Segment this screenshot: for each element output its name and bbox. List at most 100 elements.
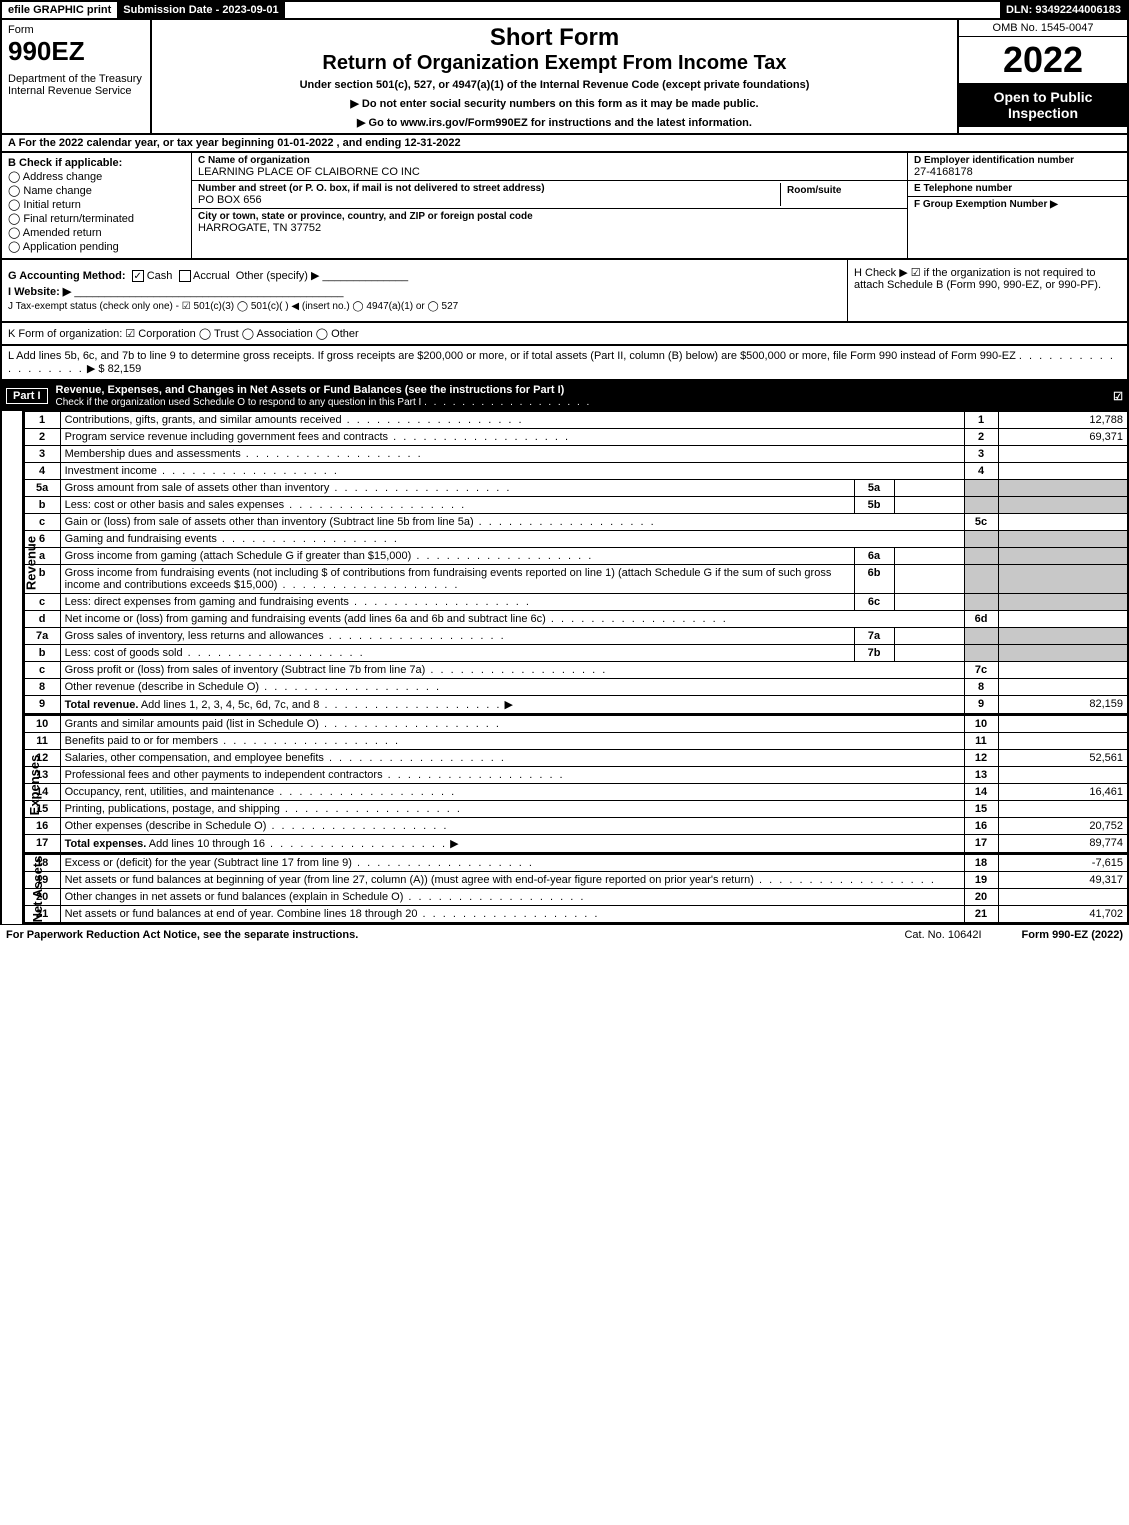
footer: For Paperwork Reduction Act Notice, see … bbox=[0, 924, 1129, 945]
line-number: 4 bbox=[24, 463, 60, 480]
line-desc: Excess or (deficit) for the year (Subtra… bbox=[60, 855, 964, 872]
part-i-check[interactable]: ☑ bbox=[1113, 390, 1123, 403]
line-number: 7a bbox=[24, 628, 60, 645]
section-bcdef: B Check if applicable: Address change Na… bbox=[0, 153, 1129, 260]
line-k: K Form of organization: ☑ Corporation ◯ … bbox=[0, 323, 1129, 346]
line-desc: Other changes in net assets or fund bala… bbox=[60, 889, 964, 906]
line-l: L Add lines 5b, 6c, and 7b to line 9 to … bbox=[0, 346, 1129, 381]
c-name-value: LEARNING PLACE OF CLAIBORNE CO INC bbox=[198, 166, 901, 178]
line-number: 16 bbox=[24, 818, 60, 835]
side-revenue: Revenue bbox=[2, 411, 24, 715]
table-row: 16Other expenses (describe in Schedule O… bbox=[24, 818, 1128, 835]
line-amount bbox=[998, 497, 1128, 514]
table-row: 15Printing, publications, postage, and s… bbox=[24, 801, 1128, 818]
line-amount: 69,371 bbox=[998, 429, 1128, 446]
part-i-num: Part I bbox=[6, 388, 48, 404]
line-number: c bbox=[24, 662, 60, 679]
table-row: 1Contributions, gifts, grants, and simil… bbox=[24, 412, 1128, 429]
c-room-label: Room/suite bbox=[787, 185, 895, 196]
col-c-org: C Name of organization LEARNING PLACE OF… bbox=[192, 153, 907, 258]
line-desc: Printing, publications, postage, and shi… bbox=[60, 801, 964, 818]
table-row: cLess: direct expenses from gaming and f… bbox=[24, 594, 1128, 611]
line-number: d bbox=[24, 611, 60, 628]
cb-address-change[interactable]: Address change bbox=[8, 170, 185, 183]
bullet-goto-text[interactable]: ▶ Go to www.irs.gov/Form990EZ for instru… bbox=[357, 117, 752, 129]
table-row: bLess: cost or other basis and sales exp… bbox=[24, 497, 1128, 514]
line-number: 11 bbox=[24, 733, 60, 750]
part-i-header: Part I Revenue, Expenses, and Changes in… bbox=[0, 381, 1129, 411]
line-amount: 52,561 bbox=[998, 750, 1128, 767]
line-amount bbox=[998, 548, 1128, 565]
tax-year: 2022 bbox=[959, 37, 1127, 83]
line-j: J Tax-exempt status (check only one) - ☑… bbox=[8, 301, 841, 312]
header-left: Form 990EZ Department of the Treasury In… bbox=[2, 20, 152, 133]
table-row: 7aGross sales of inventory, less returns… bbox=[24, 628, 1128, 645]
i-label: I Website: ▶ bbox=[8, 286, 71, 298]
line-desc: Gross income from gaming (attach Schedul… bbox=[60, 548, 854, 565]
line-desc: Gaming and fundraising events bbox=[60, 531, 964, 548]
line-number: 10 bbox=[24, 716, 60, 733]
line-amount bbox=[998, 889, 1128, 906]
table-row: 20Other changes in net assets or fund ba… bbox=[24, 889, 1128, 906]
line-desc: Total expenses. Add lines 10 through 16 … bbox=[60, 835, 964, 854]
line-amount bbox=[998, 565, 1128, 594]
cb-final-return[interactable]: Final return/terminated bbox=[8, 212, 185, 225]
table-row: bGross income from fundraising events (n… bbox=[24, 565, 1128, 594]
mid-label: 5b bbox=[854, 497, 894, 514]
line-amount bbox=[998, 480, 1128, 497]
right-line-number: 12 bbox=[964, 750, 998, 767]
part-i-sub: Check if the organization used Schedule … bbox=[56, 397, 592, 408]
line-desc: Gross profit or (loss) from sales of inv… bbox=[60, 662, 964, 679]
line-number: 9 bbox=[24, 696, 60, 715]
g-accrual: Accrual bbox=[193, 270, 230, 282]
line-desc: Other expenses (describe in Schedule O) bbox=[60, 818, 964, 835]
c-name-label: C Name of organization bbox=[198, 155, 901, 166]
mid-amount bbox=[894, 628, 964, 645]
line-number: 17 bbox=[24, 835, 60, 854]
table-row: bLess: cost of goods sold7b bbox=[24, 645, 1128, 662]
efile-label[interactable]: efile GRAPHIC print bbox=[2, 2, 117, 18]
line-number: 1 bbox=[24, 412, 60, 429]
table-row: cGross profit or (loss) from sales of in… bbox=[24, 662, 1128, 679]
right-line-number: 19 bbox=[964, 872, 998, 889]
line-amount bbox=[998, 801, 1128, 818]
table-row: 9Total revenue. Add lines 1, 2, 3, 4, 5c… bbox=[24, 696, 1128, 715]
header-right: OMB No. 1545-0047 2022 Open to Public In… bbox=[957, 20, 1127, 133]
dept: Department of the Treasury Internal Reve… bbox=[8, 73, 144, 97]
line-amount: 41,702 bbox=[998, 906, 1128, 924]
table-row: 2Program service revenue including gover… bbox=[24, 429, 1128, 446]
right-line-number: 14 bbox=[964, 784, 998, 801]
netassets-section: Net Assets 18Excess or (deficit) for the… bbox=[0, 854, 1129, 924]
cb-amended-return[interactable]: Amended return bbox=[8, 226, 185, 239]
line-desc: Gross amount from sale of assets other t… bbox=[60, 480, 854, 497]
expenses-section: Expenses 10Grants and similar amounts pa… bbox=[0, 715, 1129, 854]
part-i-sub-dots bbox=[424, 397, 591, 408]
right-line-number: 17 bbox=[964, 835, 998, 854]
side-expenses-text: Expenses bbox=[27, 754, 42, 815]
l-arrow: ▶ $ bbox=[87, 363, 105, 375]
part-i-title-text: Revenue, Expenses, and Changes in Net As… bbox=[56, 384, 565, 396]
cb-application-pending[interactable]: Application pending bbox=[8, 240, 185, 253]
table-row: 10Grants and similar amounts paid (list … bbox=[24, 716, 1128, 733]
line-amount bbox=[998, 733, 1128, 750]
line-amount: 89,774 bbox=[998, 835, 1128, 854]
g-accrual-check[interactable] bbox=[179, 270, 191, 282]
right-line-number: 9 bbox=[964, 696, 998, 715]
cb-initial-return[interactable]: Initial return bbox=[8, 198, 185, 211]
cb-name-change[interactable]: Name change bbox=[8, 184, 185, 197]
mid-label: 7b bbox=[854, 645, 894, 662]
line-amount bbox=[998, 662, 1128, 679]
g-cash-check[interactable]: ✓ bbox=[132, 270, 144, 282]
bullet-goto: ▶ Go to www.irs.gov/Form990EZ for instru… bbox=[160, 116, 949, 129]
right-line-number bbox=[964, 480, 998, 497]
header-mid: Short Form Return of Organization Exempt… bbox=[152, 20, 957, 133]
col-def: D Employer identification number 27-4168… bbox=[907, 153, 1127, 258]
right-line-number: 21 bbox=[964, 906, 998, 924]
netassets-table: 18Excess or (deficit) for the year (Subt… bbox=[24, 854, 1129, 924]
mid-label: 6c bbox=[854, 594, 894, 611]
table-row: 13Professional fees and other payments t… bbox=[24, 767, 1128, 784]
table-row: 3Membership dues and assessments3 bbox=[24, 446, 1128, 463]
line-desc: Contributions, gifts, grants, and simila… bbox=[60, 412, 964, 429]
line-number: 8 bbox=[24, 679, 60, 696]
line-amount bbox=[998, 767, 1128, 784]
